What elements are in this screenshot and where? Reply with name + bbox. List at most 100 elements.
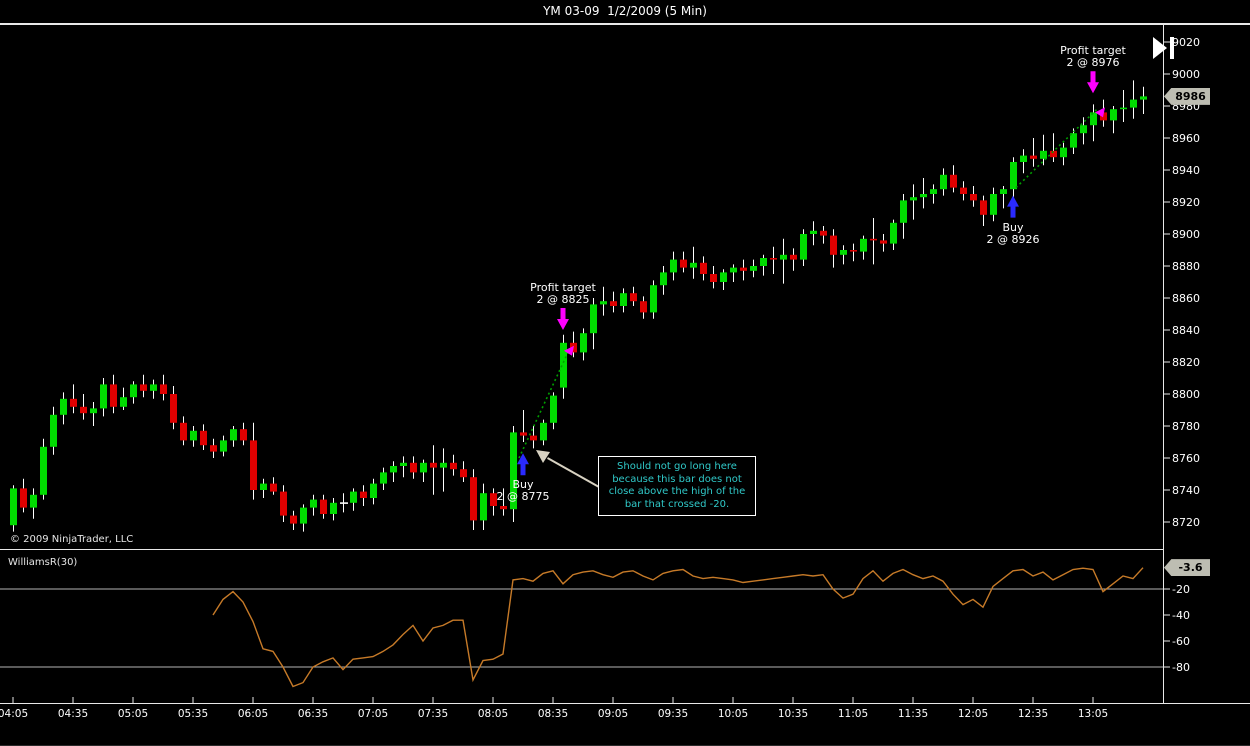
candlestick: [1090, 112, 1097, 126]
note-arrow-head: [536, 450, 550, 463]
profit-target-annotation-text: Profit target 2 @ 8825: [530, 281, 596, 306]
candlestick: [800, 234, 807, 260]
candlestick: [590, 304, 597, 334]
candlestick: [1020, 155, 1027, 162]
indicator-axis-label: -20: [1172, 583, 1190, 596]
time-axis-label: 09:35: [658, 708, 688, 720]
candlestick: [480, 493, 487, 521]
candlestick: [1060, 147, 1067, 158]
candlestick: [970, 194, 977, 201]
price-axis-label: 8900: [1172, 228, 1200, 241]
candlestick: [470, 477, 477, 521]
candlestick: [950, 174, 957, 188]
candlestick: [980, 200, 987, 215]
candlestick: [560, 342, 567, 388]
candlestick: [380, 472, 387, 484]
exit-marker-icon: [564, 345, 574, 356]
price-axis-label: 8880: [1172, 260, 1200, 273]
candlestick: [880, 240, 887, 244]
price-axis-label: 8740: [1172, 484, 1200, 497]
buy-arrow-icon: [517, 453, 529, 476]
price-axis-label: 9020: [1172, 36, 1200, 49]
candlestick: [1000, 189, 1007, 194]
candlestick: [170, 394, 177, 423]
candlestick: [490, 493, 497, 506]
buy-annotation-text: Buy 2 @ 8775: [496, 478, 550, 504]
candlestick: [80, 406, 87, 414]
candlestick: [290, 515, 297, 524]
chart-title-bar: YM 03-09 1/2/2009 (5 Min): [0, 0, 1250, 24]
candlestick: [390, 466, 397, 473]
price-axis-label: 8940: [1172, 164, 1200, 177]
candlestick: [840, 250, 847, 255]
candlestick: [30, 494, 37, 508]
price-axis-label: 9000: [1172, 68, 1200, 81]
candlestick: [620, 293, 627, 306]
time-axis-label: 05:35: [178, 708, 208, 720]
candlestick: [870, 238, 877, 241]
note-annotation-box[interactable]: Should not go long here because this bar…: [598, 456, 756, 516]
time-axis-label: 05:05: [118, 708, 148, 720]
candlestick: [1110, 109, 1117, 121]
candlestick: [20, 488, 27, 508]
time-axis-label: 04:35: [58, 708, 88, 720]
exit-marker-icon: [1095, 107, 1105, 118]
candlestick: [50, 414, 57, 447]
candlestick: [900, 200, 907, 223]
candlestick: [550, 395, 557, 423]
candlestick: [990, 194, 997, 215]
price-axis-label: 8920: [1172, 196, 1200, 209]
candlestick: [420, 462, 427, 473]
candlestick: [790, 254, 797, 260]
time-axis-label: 07:05: [358, 708, 388, 720]
candlestick: [310, 499, 317, 508]
profit-target-arrow-icon: [557, 308, 569, 330]
price-axis-label: 8820: [1172, 356, 1200, 369]
candlestick: [130, 384, 137, 398]
candlestick: [640, 301, 647, 313]
candlestick: [350, 491, 357, 503]
candlestick: [520, 432, 527, 436]
candlestick: [920, 194, 927, 198]
candlestick: [720, 272, 727, 282]
buy-annotation-text: Buy 2 @ 8926: [986, 220, 1040, 246]
time-axis-label: 10:35: [778, 708, 808, 720]
candlestick: [1120, 107, 1127, 110]
candlestick: [650, 285, 657, 313]
candlestick: [150, 384, 157, 391]
profit-target-arrow-icon: [1087, 71, 1099, 94]
candlestick: [280, 491, 287, 516]
candlestick: [320, 499, 327, 514]
time-axis-label: 07:35: [418, 708, 448, 720]
candlestick: [610, 301, 617, 306]
indicator-axis-label: -80: [1172, 661, 1190, 674]
time-axis-label: 09:05: [598, 708, 628, 720]
time-axis-label: 08:05: [478, 708, 508, 720]
candlestick: [370, 483, 377, 498]
candlestick: [180, 422, 187, 441]
time-axis-label: 12:35: [1018, 708, 1048, 720]
candlestick: [1010, 162, 1017, 190]
go-to-last-bar-icon[interactable]: [1152, 36, 1182, 60]
candlestick: [210, 445, 217, 452]
price-axis-label: 8860: [1172, 292, 1200, 305]
candlestick: [160, 384, 167, 394]
candlestick: [460, 469, 467, 478]
time-axis-label: 13:05: [1078, 708, 1108, 720]
candlestick: [240, 429, 247, 441]
candlestick: [890, 222, 897, 244]
candlestick: [730, 267, 737, 273]
candlestick: [440, 462, 447, 468]
candlestick: [330, 502, 337, 514]
candlestick: [580, 333, 587, 353]
candlestick: [750, 266, 757, 271]
note-arrow-line: [547, 457, 600, 488]
price-axis-label: 8840: [1172, 324, 1200, 337]
candlestick: [860, 238, 867, 252]
candlestick: [600, 301, 607, 305]
candlestick: [1100, 112, 1107, 121]
candlestick: [450, 462, 457, 470]
candlestick: [530, 435, 537, 441]
candlestick: [850, 250, 857, 252]
